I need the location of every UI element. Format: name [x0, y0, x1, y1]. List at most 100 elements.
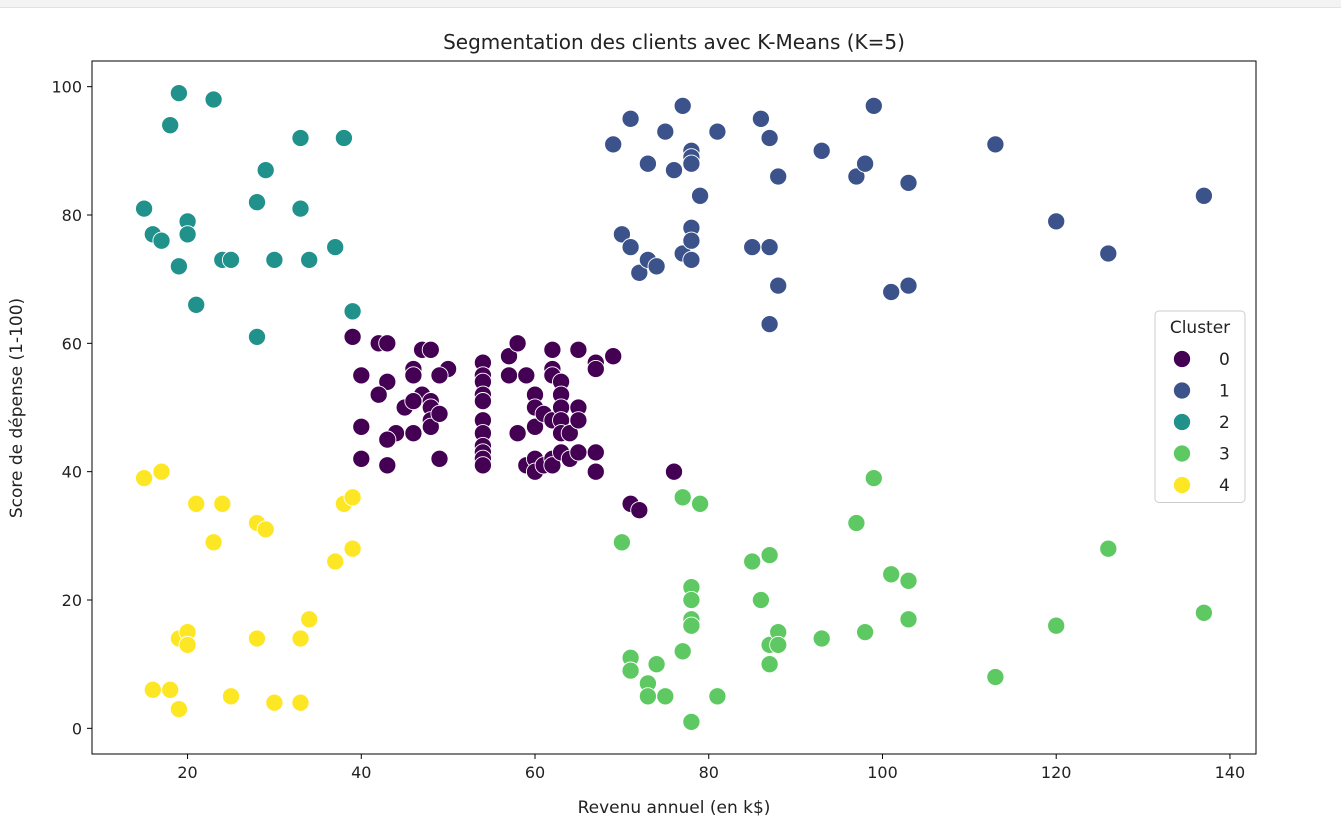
data-point-cluster-0	[473, 456, 492, 475]
data-point-cluster-3	[682, 616, 701, 635]
y-tick-label: 0	[72, 719, 82, 738]
legend-label-1: 1	[1219, 382, 1230, 402]
data-point-cluster-4	[169, 700, 188, 719]
data-point-cluster-0	[569, 443, 588, 462]
x-tick-label: 120	[1041, 763, 1072, 782]
x-tick-label: 140	[1215, 763, 1246, 782]
legend-label-2: 2	[1219, 413, 1230, 433]
data-point-cluster-0	[421, 417, 440, 436]
data-point-cluster-1	[812, 141, 831, 160]
data-point-cluster-2	[221, 250, 241, 269]
x-axis-title: Revenu annuel (en k$)	[578, 798, 771, 818]
data-point-cluster-3	[673, 488, 692, 507]
data-point-cluster-1	[769, 167, 788, 186]
data-point-cluster-4	[161, 680, 180, 699]
data-point-cluster-0	[352, 449, 371, 468]
data-point-cluster-0	[499, 347, 519, 366]
data-point-cluster-0	[404, 392, 423, 411]
data-point-cluster-0	[586, 443, 605, 462]
data-point-cluster-3	[682, 712, 701, 731]
data-point-cluster-0	[543, 456, 562, 475]
data-point-cluster-1	[847, 167, 866, 186]
data-point-cluster-0	[630, 501, 649, 520]
legend-box	[1154, 310, 1246, 503]
data-point-cluster-1	[664, 161, 684, 180]
plot-frame	[91, 60, 1257, 755]
legend-title: Cluster	[1170, 318, 1230, 338]
data-point-cluster-4	[152, 462, 171, 481]
y-tick-label: 80	[62, 206, 82, 225]
data-point-cluster-4	[343, 539, 362, 558]
data-point-cluster-4	[291, 629, 310, 648]
data-point-cluster-4	[187, 494, 206, 513]
data-point-cluster-1	[656, 122, 675, 141]
data-point-cluster-1	[760, 315, 779, 334]
data-point-cluster-0	[586, 462, 605, 481]
data-point-cluster-0	[473, 392, 492, 411]
data-point-cluster-2	[169, 257, 188, 276]
data-point-cluster-1	[630, 263, 649, 282]
y-tick-label: 100	[51, 78, 82, 97]
data-point-cluster-2	[161, 116, 180, 135]
data-point-cluster-2	[204, 90, 223, 109]
data-point-cluster-1	[1099, 244, 1118, 263]
data-point-cluster-0	[404, 366, 423, 385]
legend-label-3: 3	[1219, 445, 1230, 465]
data-point-cluster-4	[265, 693, 284, 712]
data-point-cluster-1	[682, 154, 701, 173]
data-point-cluster-2	[265, 250, 284, 269]
legend-label-0: 0	[1219, 350, 1230, 370]
data-point-cluster-0	[421, 340, 440, 359]
data-point-cluster-2	[256, 161, 275, 180]
data-point-cluster-1	[899, 276, 918, 295]
data-point-cluster-3	[1099, 539, 1118, 558]
data-point-cluster-1	[1047, 212, 1066, 231]
data-point-cluster-1	[621, 109, 640, 128]
legend-marker-0	[1172, 349, 1192, 369]
data-point-cluster-4	[204, 533, 223, 552]
legend: Cluster 0 1 2 3 4	[1154, 310, 1246, 503]
data-point-cluster-3	[1047, 616, 1066, 635]
data-point-cluster-0	[343, 327, 362, 346]
data-point-cluster-4	[135, 469, 154, 488]
data-point-cluster-1	[673, 96, 692, 115]
data-point-cluster-3	[899, 571, 918, 590]
data-point-cluster-3	[751, 590, 770, 610]
data-point-cluster-2	[343, 302, 362, 321]
data-point-cluster-0	[517, 366, 536, 385]
data-point-cluster-1	[743, 238, 762, 257]
y-tick-label: 60	[62, 334, 82, 353]
data-point-cluster-3	[812, 629, 831, 648]
x-tick-label: 60	[525, 763, 545, 782]
data-point-cluster-0	[586, 359, 605, 379]
data-point-cluster-3	[621, 661, 640, 680]
data-point-cluster-3	[682, 590, 701, 610]
data-point-cluster-2	[152, 231, 171, 250]
data-point-cluster-4	[221, 687, 241, 706]
data-point-cluster-0	[430, 366, 449, 385]
data-point-cluster-3	[864, 469, 883, 488]
data-point-cluster-1	[604, 135, 623, 154]
data-point-cluster-0	[499, 366, 519, 385]
data-point-cluster-2	[334, 128, 353, 148]
x-tick-label: 40	[351, 763, 371, 782]
data-point-cluster-0	[508, 334, 527, 353]
data-point-cluster-3	[769, 635, 788, 654]
legend-marker-1	[1172, 381, 1192, 400]
data-point-cluster-3	[673, 642, 692, 661]
data-point-cluster-0	[369, 385, 388, 404]
notebook-top-strip	[0, 0, 1341, 8]
data-point-cluster-0	[569, 340, 588, 359]
x-tick-label: 100	[867, 763, 898, 782]
data-point-cluster-0	[352, 417, 371, 436]
data-point-cluster-1	[682, 231, 701, 250]
data-point-cluster-3	[708, 687, 727, 706]
data-point-cluster-0	[352, 366, 371, 385]
data-point-cluster-0	[404, 424, 423, 443]
data-point-cluster-1	[986, 135, 1005, 154]
data-point-cluster-1	[638, 154, 657, 173]
y-tick-label: 40	[62, 463, 82, 482]
legend-marker-4	[1172, 475, 1192, 495]
